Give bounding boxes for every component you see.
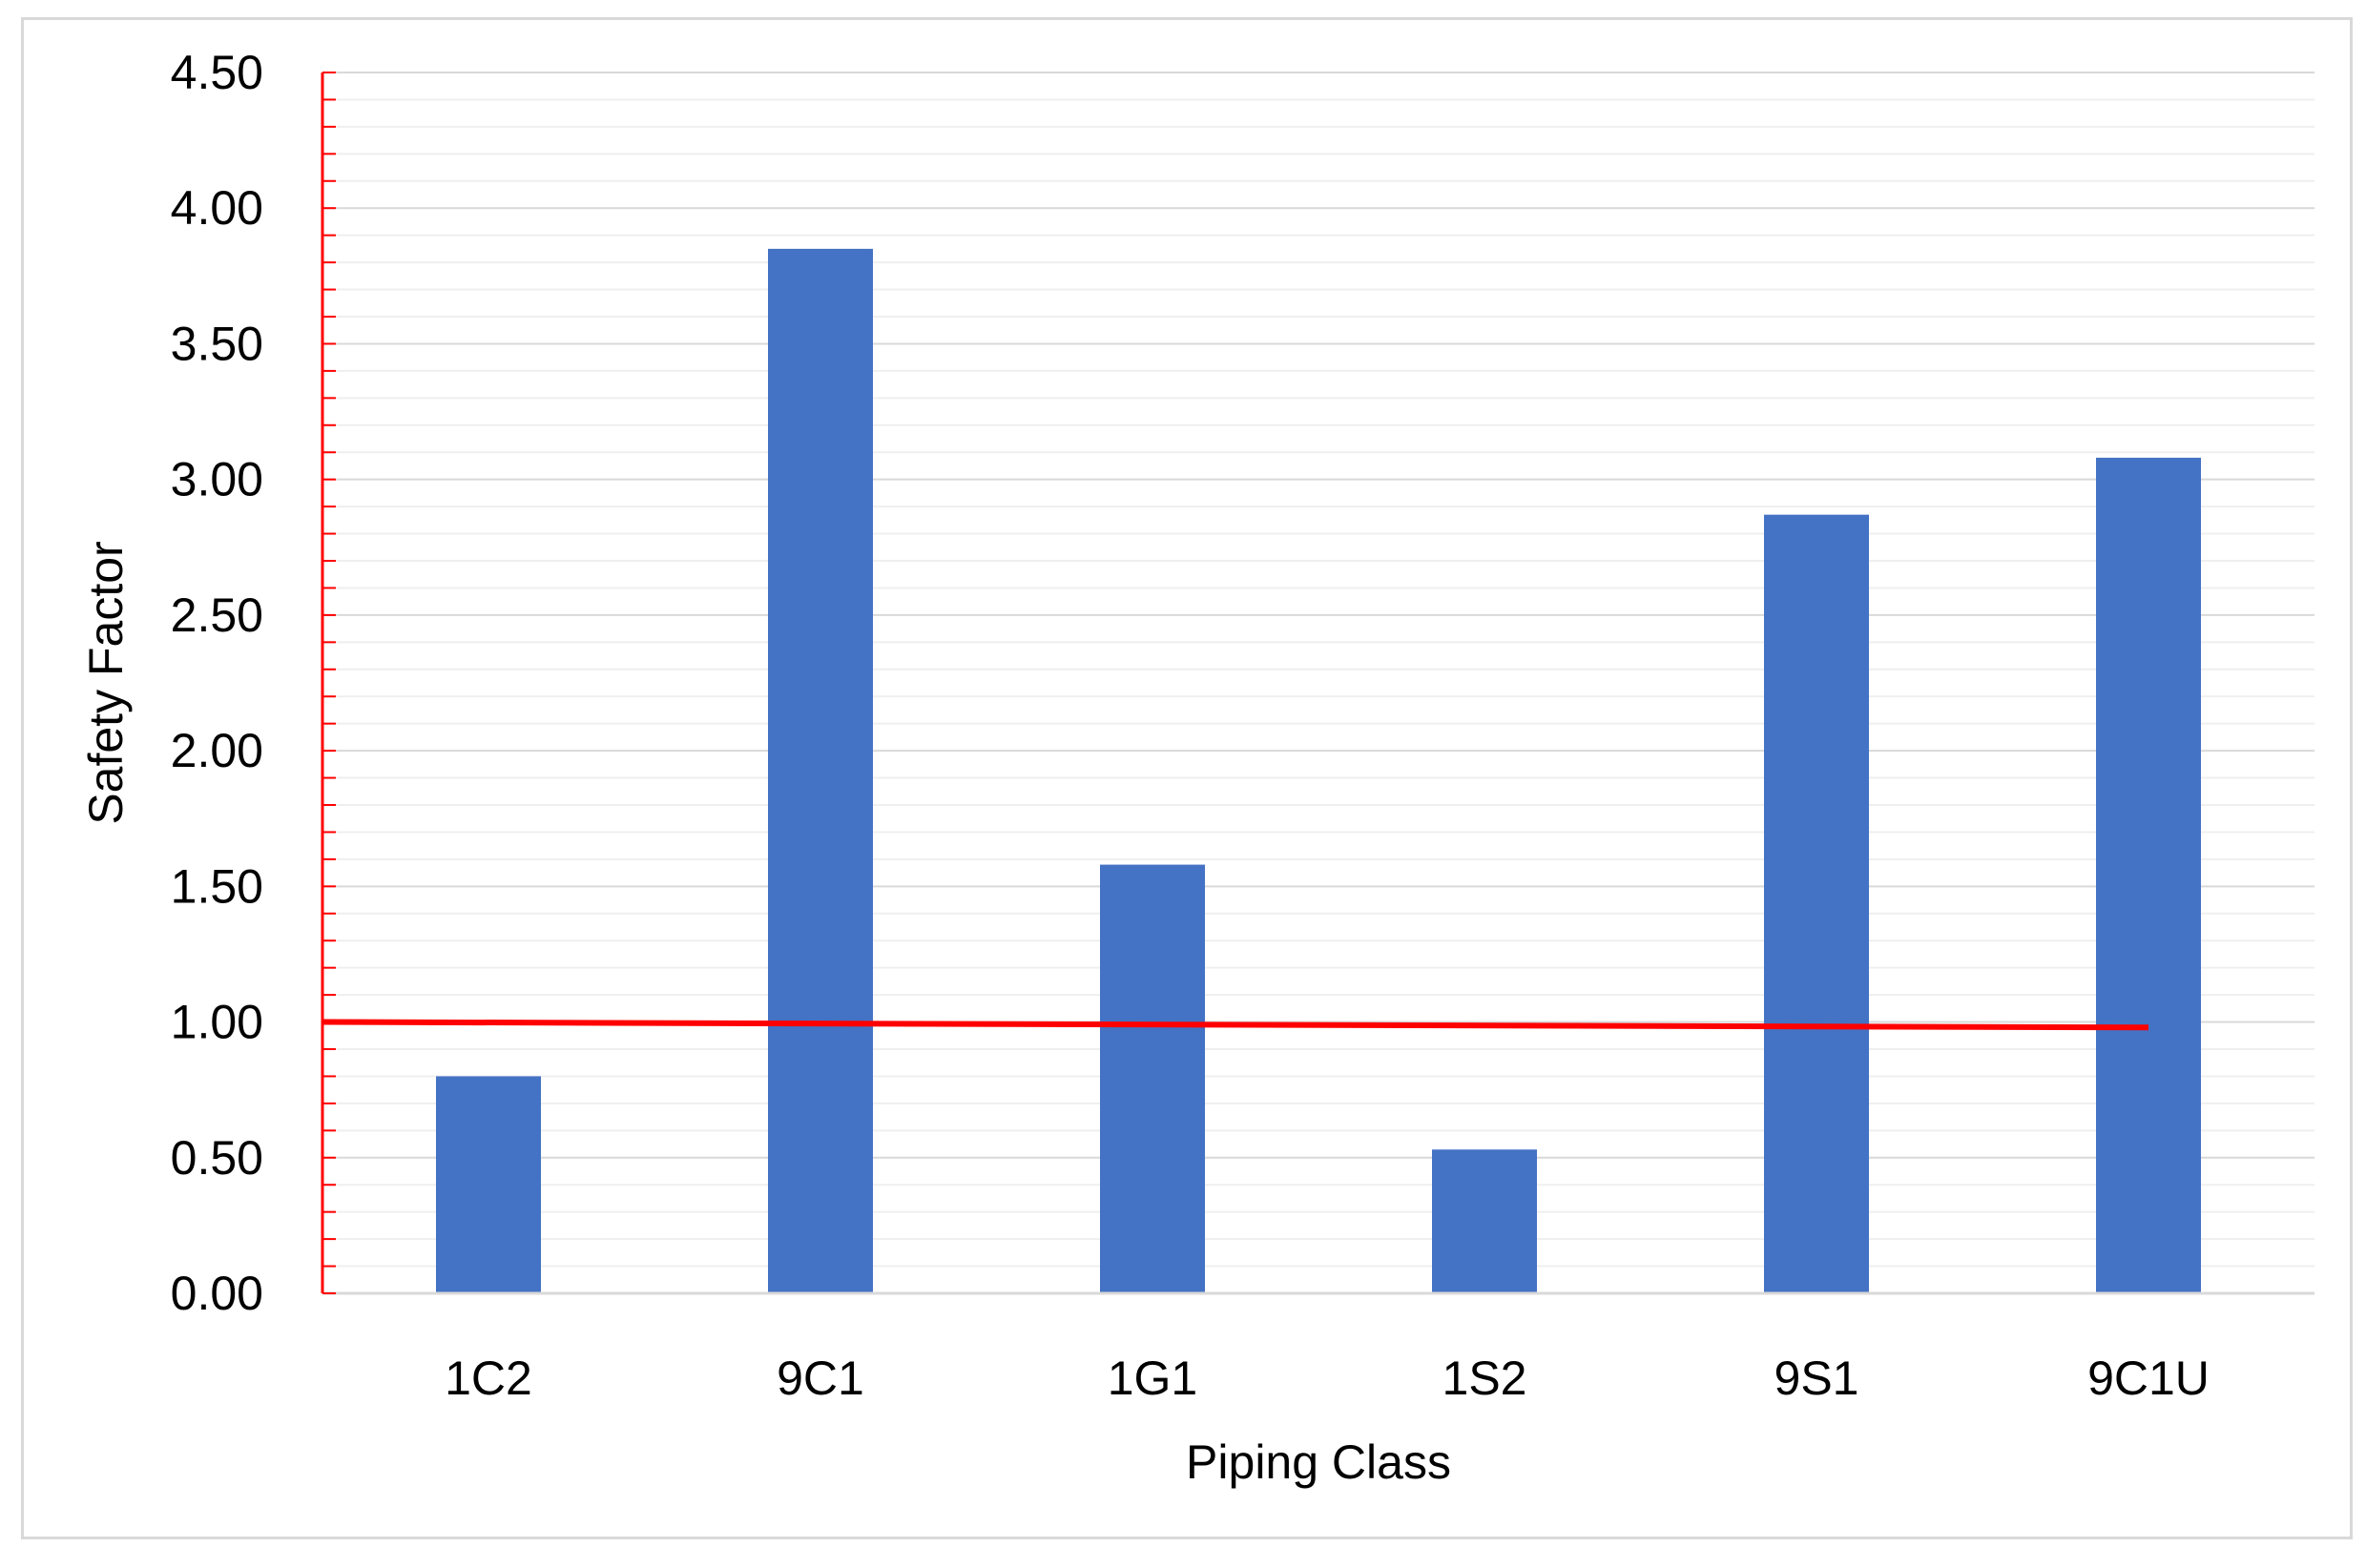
y-tick-label: 0.00 [171,1267,263,1320]
x-tick-label: 9C1 [777,1351,864,1405]
x-tick-label: 9C1U [2087,1351,2210,1405]
tick-labels: 0.00 0.50 1.00 1.50 2.00 2.50 3.00 3.50 4.00 4.50… [171,46,2210,1405]
reference-line [322,1019,2149,1031]
bar-1C2 [436,1076,541,1293]
y-tick-label: 3.50 [171,317,263,370]
x-axis-title: Piping Class [1186,1435,1451,1489]
axes [321,72,2314,1295]
bar-9C1U [2096,457,2201,1293]
bar-9S1 [1764,514,1869,1293]
x-tick-label: 1S2 [1442,1351,1527,1405]
y-tick-label: 2.00 [171,724,263,777]
bar-series [436,248,2201,1293]
y-axis-title: Safety Factor [79,541,133,824]
y-tick-label: 4.00 [171,181,263,235]
y-tick-label: 4.50 [171,46,263,99]
gridlines [322,72,2314,1268]
bar-9C1 [768,248,873,1293]
x-tick-label: 1C2 [445,1351,532,1405]
bar-1S2 [1432,1149,1537,1293]
x-tick-label: 9S1 [1774,1351,1859,1405]
y-tick-label: 2.50 [171,588,263,642]
y-tick-label: 0.50 [171,1131,263,1185]
bar-1G1 [1100,864,1205,1293]
y-tick-label: 1.00 [171,996,263,1049]
x-tick-label: 1G1 [1108,1351,1198,1405]
y-tick-label: 3.00 [171,453,263,506]
y-tick-label: 1.50 [171,859,263,913]
